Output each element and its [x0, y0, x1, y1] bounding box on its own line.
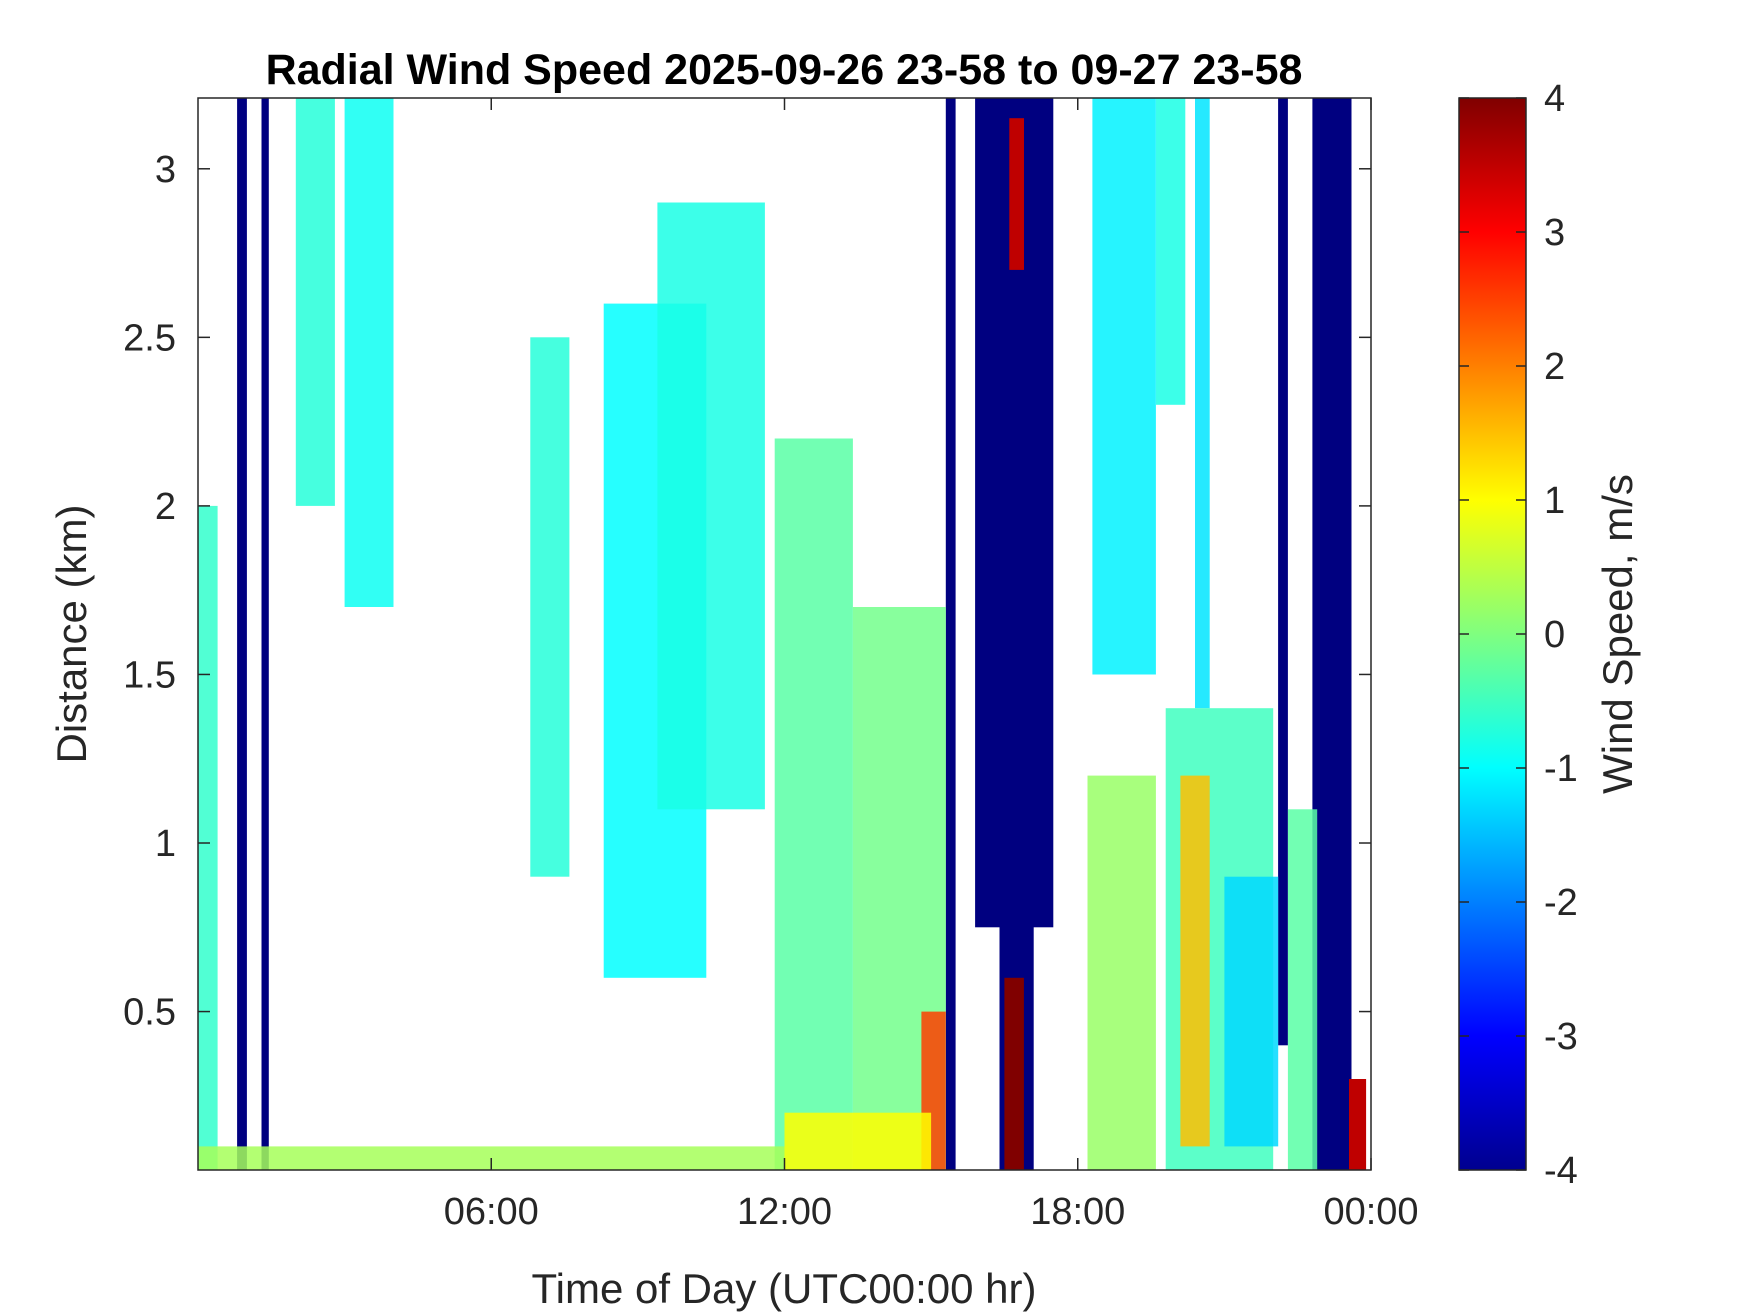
colorbar-tick-label: -3	[1544, 1016, 1578, 1058]
colorbar-ticks: 4 3 2 1 0 -1 -2 -3 -4	[1459, 78, 1578, 1192]
heatmap-region-23	[657, 202, 765, 810]
heatmap-region-15	[1224, 876, 1279, 1147]
y-axis-ticks: 0.5 1 1.5 2 2.5 3	[123, 149, 1371, 1034]
heatmap-region-8	[1009, 118, 1024, 270]
heatmap-region-0	[237, 98, 247, 1170]
colorbar-label: Wind Speed, m/s	[1594, 474, 1641, 794]
heatmap-area	[198, 98, 1367, 1170]
colorbar-tick-label: 1	[1544, 480, 1565, 522]
colorbar	[1458, 97, 1527, 1171]
y-tick-label: 3	[155, 149, 176, 191]
y-tick-label: 2	[155, 486, 176, 528]
heatmap-region-7	[1004, 977, 1024, 1170]
heatmap-region-1	[261, 98, 269, 1170]
heatmap-region-12	[1195, 98, 1210, 709]
heatmap-region-11	[1156, 98, 1186, 405]
heatmap-region-5	[1278, 98, 1288, 1046]
x-axis-ticks: 06:00 12:00 18:00 00:00	[444, 98, 1419, 1233]
colorbar-tick-label: 2	[1544, 346, 1565, 388]
colorbar-tick-label: -4	[1544, 1150, 1578, 1192]
heatmap-region-9	[1349, 1079, 1367, 1170]
heatmap-region-10	[1092, 98, 1156, 675]
colorbar-tick-label: 4	[1544, 78, 1565, 120]
x-axis-label: Time of Day (UTC00:00 hr)	[532, 1265, 1037, 1312]
heatmap-region-14	[1180, 775, 1210, 1147]
x-tick-label: 06:00	[444, 1191, 539, 1233]
colorbar-tick-label: 3	[1544, 212, 1565, 254]
heatmap-region-20	[198, 505, 218, 1170]
heatmap-region-18	[344, 98, 394, 607]
heatmap-region-21	[530, 337, 570, 877]
heatmap-region-28	[784, 1112, 932, 1170]
colorbar-tick-label: -2	[1544, 882, 1578, 924]
heatmap-region-17	[1087, 775, 1156, 1170]
heatmap-region-16	[1287, 809, 1318, 1170]
colorbar-tick-label: -1	[1544, 748, 1578, 790]
y-tick-label: 0.5	[123, 992, 176, 1034]
heatmap-region-19	[295, 98, 335, 506]
y-tick-label: 2.5	[123, 317, 176, 359]
y-tick-label: 1.5	[123, 654, 176, 696]
colorbar-tick-label: 0	[1544, 614, 1565, 656]
y-axis-label: Distance (km)	[48, 504, 95, 763]
chart-title: Radial Wind Speed 2025-09-26 23-58 to 09…	[266, 46, 1303, 94]
x-tick-label: 12:00	[737, 1191, 832, 1233]
x-tick-label: 18:00	[1030, 1191, 1125, 1233]
y-tick-label: 1	[155, 823, 176, 865]
heatmap-region-2	[945, 98, 956, 1170]
heatmap-region-24	[774, 438, 853, 1170]
x-tick-label: 00:00	[1323, 1191, 1418, 1233]
heatmap-region-6	[1312, 98, 1352, 1170]
